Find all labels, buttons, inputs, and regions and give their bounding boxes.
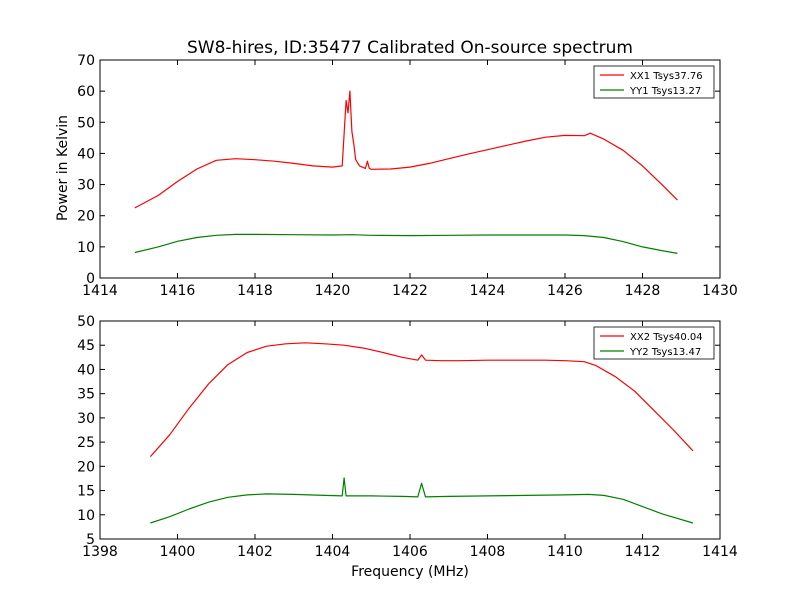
top-series-yy-line bbox=[134, 233, 678, 254]
top-y-tick-label: 50 bbox=[77, 115, 95, 131]
top-x-tick-label: 1418 bbox=[237, 283, 273, 299]
top-x-tick-label: 1414 bbox=[82, 283, 118, 299]
top-y-tick-label: 20 bbox=[77, 209, 95, 225]
top-x-tick-label: 1424 bbox=[470, 283, 506, 299]
bottom-legend-box bbox=[593, 326, 715, 360]
bottom-x-axis-label: Frequency (MHz) bbox=[351, 564, 469, 580]
bottom-legend: XX2 Tsys40.04 YY2 Tsys13.47 bbox=[593, 326, 715, 360]
top-x-tick-label: 1430 bbox=[702, 283, 738, 299]
top-y-tick-label: 70 bbox=[77, 53, 95, 69]
top-legend-box bbox=[593, 65, 715, 99]
top-x-tick-label: 1416 bbox=[160, 283, 196, 299]
top-x-tick-label: 1420 bbox=[315, 283, 351, 299]
bottom-legend-label: XX2 Tsys40.04 bbox=[630, 332, 703, 343]
top-y-tick-label: 30 bbox=[77, 178, 95, 194]
bottom-y-tick-label: 45 bbox=[77, 338, 95, 354]
bottom-plot: 1398 1400 1402 1404 1406 1408 1410 1412 1414 5 10 1… bbox=[77, 314, 738, 560]
bottom-y-tick-label: 25 bbox=[77, 435, 95, 451]
bottom-y-tick-label: 5 bbox=[86, 532, 95, 548]
bottom-x-tick-label: 1404 bbox=[315, 544, 351, 560]
chart-title: SW8-hires, ID:35477 Calibrated On-source… bbox=[187, 38, 633, 58]
top-y-tick-label: 10 bbox=[77, 240, 95, 256]
top-x-tick-label: 1426 bbox=[547, 283, 583, 299]
bottom-x-tick-label: 1398 bbox=[82, 544, 118, 560]
bottom-x-tick-label: 1400 bbox=[160, 544, 196, 560]
bottom-x-tick-label: 1414 bbox=[702, 544, 738, 560]
top-legend-label: YY1 Tsys13.27 bbox=[629, 86, 701, 97]
bottom-x-tick-label: 1408 bbox=[470, 544, 506, 560]
bottom-y-tick-label: 35 bbox=[77, 387, 95, 403]
bottom-series-xx-line bbox=[149, 342, 694, 457]
top-y-axis-label: Power in Kelvin bbox=[55, 115, 71, 221]
bottom-x-tick-label: 1406 bbox=[392, 544, 428, 560]
bottom-y-tick-label: 30 bbox=[77, 411, 95, 427]
bottom-y-tick-label: 50 bbox=[77, 314, 95, 330]
top-legend-label: XX1 Tsys37.76 bbox=[630, 71, 703, 82]
top-plot: 1414 1416 1418 1420 1422 1424 1426 1428 1430 0 10 2… bbox=[77, 53, 738, 299]
bottom-x-tick-label: 1410 bbox=[547, 544, 583, 560]
top-legend: XX1 Tsys37.76 YY1 Tsys13.27 bbox=[593, 65, 715, 99]
bottom-y-tick-label: 40 bbox=[77, 362, 95, 378]
top-x-tick-label: 1422 bbox=[392, 283, 428, 299]
bottom-y-tick-label: 15 bbox=[77, 484, 95, 500]
bottom-x-tick-label: 1402 bbox=[237, 544, 273, 560]
top-series-xx-line bbox=[134, 90, 678, 209]
bottom-series-yy-line bbox=[150, 477, 694, 524]
top-x-tick-label: 1428 bbox=[625, 283, 661, 299]
bottom-y-tick-label: 20 bbox=[77, 459, 95, 475]
bottom-x-tick-label: 1412 bbox=[625, 544, 661, 560]
top-y-tick-label: 0 bbox=[86, 271, 95, 287]
top-y-tick-label: 60 bbox=[77, 84, 95, 100]
bottom-y-tick-label: 10 bbox=[77, 508, 95, 524]
top-y-tick-label: 40 bbox=[77, 146, 95, 162]
bottom-legend-label: YY2 Tsys13.47 bbox=[629, 347, 701, 358]
